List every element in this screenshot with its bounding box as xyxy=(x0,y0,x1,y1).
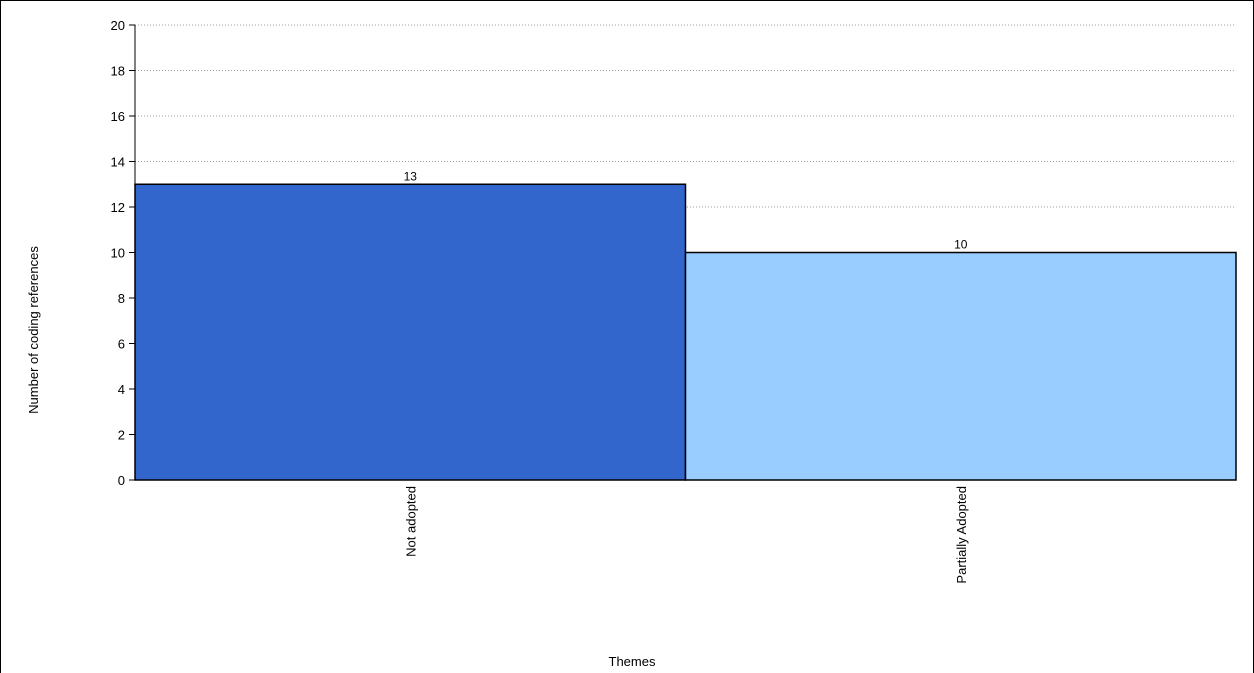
y-tick-label: 20 xyxy=(111,18,125,33)
y-tick-label: 10 xyxy=(111,246,125,261)
y-tick-label: 0 xyxy=(118,473,125,488)
y-tick-label: 18 xyxy=(111,64,125,79)
y-tick-labels: 0 2 4 6 8 10 12 14 16 18 20 xyxy=(111,18,135,488)
bar-partially-adopted xyxy=(684,251,1237,481)
x-tick-label: Not adopted xyxy=(403,486,418,557)
x-tick-label: Partially Adopted xyxy=(954,486,969,584)
x-tick-labels: Not adopted Partially Adopted xyxy=(403,486,969,584)
y-tick-label: 12 xyxy=(111,200,125,215)
y-axis-title: Number of coding references xyxy=(26,246,41,414)
bars xyxy=(134,183,1237,481)
data-label: 13 xyxy=(404,169,418,183)
y-tick-label: 16 xyxy=(111,109,125,124)
bar-not-adopted xyxy=(134,183,687,481)
x-axis-title: Themes xyxy=(609,654,656,669)
y-tick-label: 14 xyxy=(111,155,125,170)
data-labels: 13 10 xyxy=(404,169,968,251)
y-tick-label: 4 xyxy=(118,382,125,397)
y-tick-label: 6 xyxy=(118,337,125,352)
y-tick-label: 2 xyxy=(118,428,125,443)
y-tick-label: 8 xyxy=(118,291,125,306)
data-label: 10 xyxy=(954,238,968,252)
